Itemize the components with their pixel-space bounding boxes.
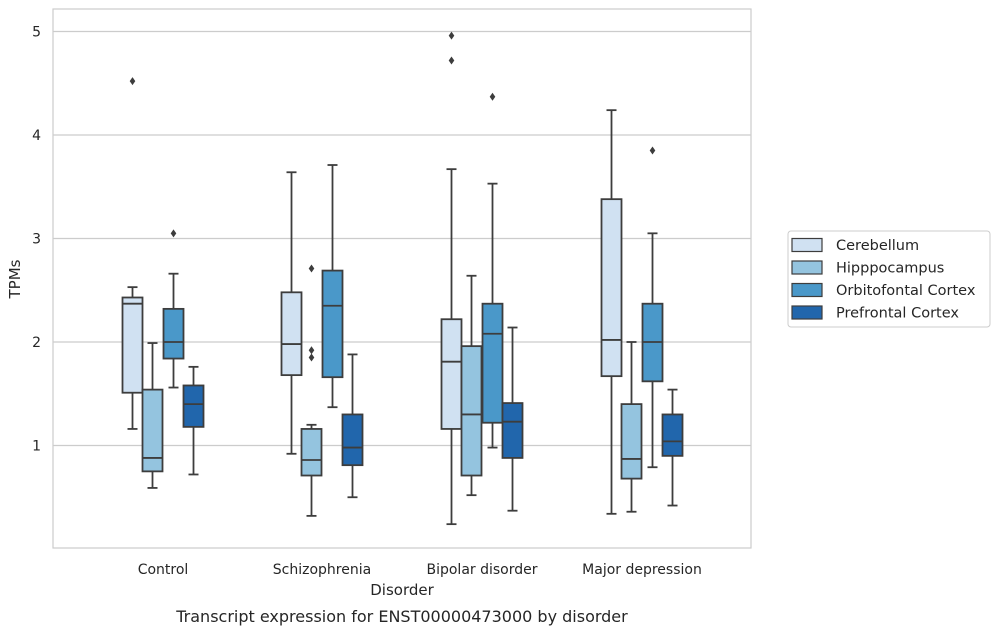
legend-item: Orbitofontal Cortex: [791, 282, 976, 299]
x-tick-label: Schizophrenia: [273, 562, 371, 578]
box-plot: [321, 164, 344, 409]
box-plot: [341, 353, 364, 499]
x-tick-label: Major depression: [582, 562, 702, 578]
box-plot: [481, 92, 504, 449]
iqr-box: [620, 403, 643, 480]
iqr-box: [182, 384, 205, 428]
iqr-box: [501, 402, 524, 459]
iqr-box: [440, 318, 463, 430]
y-tick-label: 1: [32, 439, 41, 455]
iqr-box: [280, 291, 303, 377]
box-plot: [162, 229, 185, 389]
legend-frame: [787, 230, 991, 328]
legend-swatch: [791, 282, 823, 298]
legend-label: Orbitofontal Cortex: [836, 283, 976, 299]
iqr-box: [600, 198, 623, 378]
y-tick-label: 2: [32, 335, 41, 351]
outlier-point: [308, 353, 315, 362]
outlier-point: [129, 77, 136, 86]
legend-label: Cerebellum: [836, 238, 919, 254]
series-prefrontal-cortex: [182, 326, 684, 512]
outlier-point: [489, 92, 496, 101]
outlier-point: [308, 346, 315, 355]
iqr-box: [460, 345, 483, 477]
y-tick-label: 4: [32, 128, 41, 144]
box-plot: [141, 342, 164, 489]
series-hipppocampus: [141, 264, 643, 517]
chart-caption: Transcript expression for ENST0000047300…: [175, 607, 628, 626]
box-plot: [460, 274, 483, 497]
series-cerebellum: [121, 31, 623, 526]
iqr-box: [162, 307, 185, 360]
legend: Cerebellum Hipppocampus Orbitofontal Corte…: [787, 230, 991, 328]
y-tick-label: 5: [32, 25, 41, 41]
outlier-point: [448, 31, 455, 40]
outlier-point: [170, 229, 177, 238]
box-plot: [280, 171, 303, 455]
box-plot: [620, 341, 643, 513]
outlier-point: [448, 56, 455, 65]
legend-swatch: [791, 305, 823, 320]
iqr-box: [661, 413, 684, 457]
iqr-box: [121, 296, 144, 394]
box-plot: [661, 388, 684, 507]
legend-item: Prefrontal Cortex: [791, 305, 959, 322]
outlier-point: [649, 146, 656, 155]
box-plot: [440, 31, 463, 526]
iqr-box: [321, 269, 344, 379]
iqr-box: [341, 413, 364, 467]
box-plot: [600, 109, 623, 515]
legend-swatch: [791, 260, 823, 275]
x-axis-title: Disorder: [370, 581, 434, 599]
x-tick-label: Control: [138, 562, 189, 578]
legend-label: Prefrontal Cortex: [836, 306, 959, 322]
outlier-point: [308, 264, 315, 273]
x-tick-labels: Control Schizophrenia Bipolar disorder Majo…: [138, 562, 702, 578]
y-tick-label: 3: [32, 232, 41, 248]
box-plot: [501, 326, 524, 512]
box-plot: [182, 365, 205, 476]
box-plot: [121, 77, 144, 430]
y-tick-labels: 1 2 3 4 5: [32, 25, 41, 455]
box-plot: [300, 264, 323, 517]
series-orbitofontal-cortex: [162, 92, 664, 469]
box-series: [121, 31, 684, 526]
legend-label: Hipppocampus: [836, 261, 944, 277]
y-axis-title: TPMs: [6, 259, 24, 299]
legend-item: Cerebellum: [791, 237, 919, 254]
legend-swatch: [791, 237, 823, 253]
box-plot: [641, 146, 664, 469]
iqr-box: [141, 388, 164, 473]
legend-item: Hipppocampus: [791, 260, 944, 277]
x-tick-label: Bipolar disorder: [426, 562, 537, 578]
iqr-box: [481, 302, 504, 424]
plot-area-frame: [52, 8, 752, 549]
gridlines: [53, 30, 751, 447]
iqr-box: [300, 428, 323, 477]
